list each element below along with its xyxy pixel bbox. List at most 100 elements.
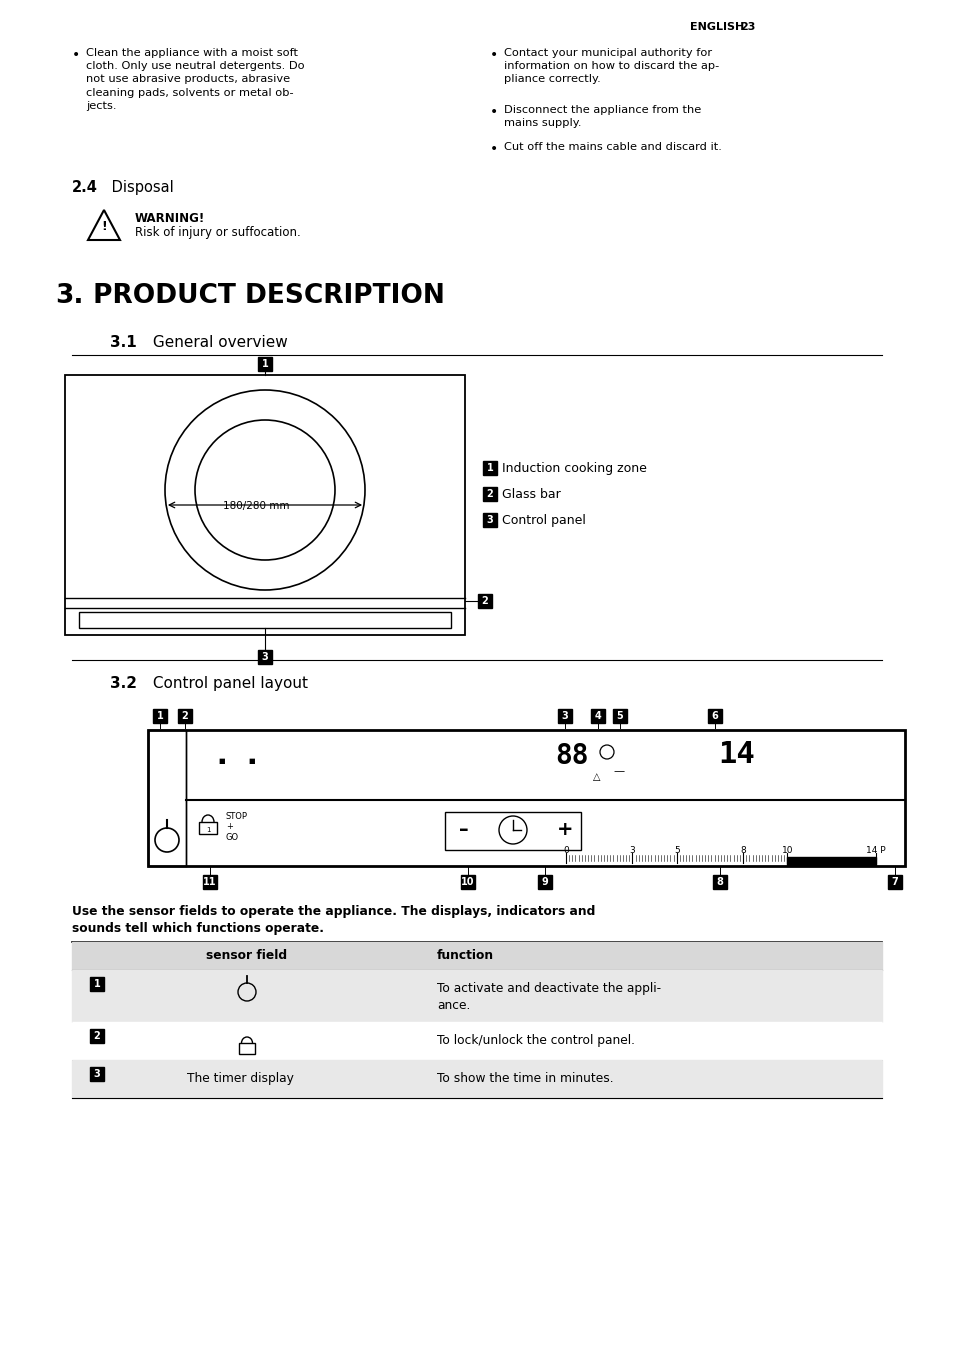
Text: function: function — [436, 949, 494, 963]
Bar — [71, 942, 882, 969]
Text: 1: 1 — [486, 462, 493, 473]
Text: Clean the appliance with a moist soft
cloth. Only use neutral detergents. Do
not: Clean the appliance with a moist soft cl… — [86, 49, 304, 111]
Text: ■: ■ — [218, 758, 224, 764]
Text: Control panel: Control panel — [501, 514, 585, 527]
Text: 10: 10 — [460, 877, 475, 887]
Bar — [537, 875, 552, 890]
Bar — [65, 375, 464, 635]
Text: 3: 3 — [93, 1069, 100, 1079]
Bar — [482, 512, 497, 527]
Text: Risk of injury or suffocation.: Risk of injury or suffocation. — [135, 226, 300, 239]
Text: Disposal: Disposal — [107, 180, 173, 195]
Text: 14: 14 — [718, 740, 754, 769]
Text: 2: 2 — [181, 711, 188, 721]
Bar — [79, 612, 451, 627]
Bar — [148, 730, 186, 867]
Bar — [152, 708, 167, 723]
Text: PRODUCT DESCRIPTION: PRODUCT DESCRIPTION — [84, 283, 444, 310]
Bar — [887, 875, 901, 890]
Text: 1: 1 — [261, 360, 268, 369]
Text: The timer display: The timer display — [187, 1072, 294, 1086]
Text: •: • — [490, 105, 497, 119]
Text: 2: 2 — [93, 1032, 100, 1041]
Bar — [239, 1042, 254, 1055]
Text: –: – — [458, 821, 468, 840]
Text: 3: 3 — [561, 711, 568, 721]
Bar — [257, 650, 272, 664]
Text: 14 P: 14 P — [865, 846, 885, 854]
Text: ENGLISH: ENGLISH — [689, 22, 743, 32]
Bar — [613, 708, 626, 723]
Text: Control panel layout: Control panel layout — [148, 676, 308, 691]
Text: 1: 1 — [206, 827, 210, 833]
Text: 23: 23 — [740, 22, 755, 32]
Text: 4: 4 — [594, 711, 600, 721]
Bar — [90, 1067, 104, 1082]
Bar — [257, 357, 272, 370]
Text: 8: 8 — [740, 846, 745, 854]
Bar — [90, 977, 104, 991]
Text: 3.2: 3.2 — [110, 676, 137, 691]
Text: To activate and deactivate the appli-
ance.: To activate and deactivate the appli- an… — [436, 982, 660, 1013]
Bar — [71, 969, 882, 1022]
Text: 10: 10 — [781, 846, 792, 854]
Text: 7: 7 — [891, 877, 898, 887]
Text: Contact your municipal authority for
information on how to discard the ap-
plian: Contact your municipal authority for inf… — [503, 49, 719, 84]
Bar — [460, 875, 475, 890]
Text: 5: 5 — [673, 846, 679, 854]
Text: 2: 2 — [481, 596, 488, 606]
Bar — [558, 708, 572, 723]
Bar — [712, 875, 726, 890]
Text: Glass bar: Glass bar — [501, 488, 560, 502]
Text: Cut off the mains cable and discard it.: Cut off the mains cable and discard it. — [503, 142, 721, 151]
Text: •: • — [490, 142, 497, 155]
Text: —: — — [613, 767, 623, 776]
Bar — [786, 857, 875, 865]
Text: 3.1: 3.1 — [110, 335, 136, 350]
Text: 180/280 mm: 180/280 mm — [223, 502, 289, 511]
Text: 5: 5 — [616, 711, 622, 721]
Text: 3.: 3. — [55, 283, 84, 310]
Text: 9: 9 — [541, 877, 548, 887]
Bar — [444, 813, 580, 850]
Text: General overview: General overview — [148, 335, 288, 350]
Bar — [199, 822, 216, 834]
Bar — [148, 730, 904, 867]
Text: 1: 1 — [156, 711, 163, 721]
Text: 8: 8 — [716, 877, 722, 887]
Text: 1: 1 — [93, 979, 100, 990]
Bar — [590, 708, 604, 723]
Bar — [707, 708, 721, 723]
Text: 6: 6 — [711, 711, 718, 721]
Bar — [482, 461, 497, 475]
Bar — [71, 1060, 882, 1098]
Text: sensor field: sensor field — [206, 949, 287, 963]
Text: To show the time in minutes.: To show the time in minutes. — [436, 1072, 613, 1086]
Text: 88: 88 — [555, 742, 588, 771]
Text: △: △ — [593, 772, 599, 781]
Text: Use the sensor fields to operate the appliance. The displays, indicators and
sou: Use the sensor fields to operate the app… — [71, 904, 595, 936]
Text: WARNING!: WARNING! — [135, 212, 205, 224]
Text: •: • — [71, 49, 80, 62]
Text: 11: 11 — [203, 877, 216, 887]
Text: 3: 3 — [261, 652, 268, 662]
Bar — [477, 594, 492, 608]
Text: 3: 3 — [486, 515, 493, 525]
Text: 2.4: 2.4 — [71, 180, 98, 195]
Text: Disconnect the appliance from the
mains supply.: Disconnect the appliance from the mains … — [503, 105, 700, 128]
Bar — [178, 708, 192, 723]
Text: +: + — [557, 821, 573, 840]
Text: 3: 3 — [629, 846, 635, 854]
Bar — [482, 487, 497, 502]
Text: !: ! — [101, 220, 107, 233]
Text: •: • — [490, 49, 497, 62]
Text: STOP
+
GO: STOP + GO — [226, 813, 248, 842]
Bar — [90, 1029, 104, 1042]
Text: 2: 2 — [486, 489, 493, 499]
Text: 0: 0 — [562, 846, 568, 854]
Bar — [71, 1022, 882, 1060]
Text: Induction cooking zone: Induction cooking zone — [501, 462, 646, 475]
Text: To lock/unlock the control panel.: To lock/unlock the control panel. — [436, 1034, 635, 1046]
Text: ■: ■ — [248, 758, 254, 764]
Bar — [203, 875, 216, 890]
